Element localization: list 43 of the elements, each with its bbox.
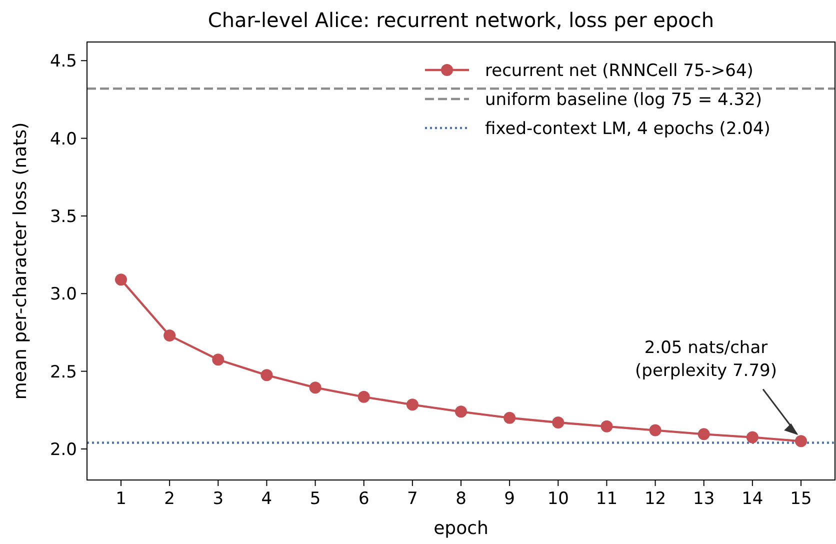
x-tick-label: 5 (310, 489, 321, 509)
y-tick-label: 2.5 (50, 362, 77, 382)
x-tick-label: 9 (504, 489, 515, 509)
x-tick-label: 14 (742, 489, 764, 509)
point (406, 398, 418, 411)
x-tick-label: 6 (358, 489, 370, 509)
point (552, 416, 564, 429)
legend-label: fixed-context LM, 4 epochs (2.04) (485, 119, 770, 139)
ref-line-label: uniform baseline (log 75 = 4.32) (485, 90, 762, 110)
y-tick-label: 4.5 (50, 52, 77, 72)
point (649, 424, 662, 436)
y-tick-label: 2.0 (50, 440, 77, 460)
x-tick-label: 8 (456, 489, 466, 509)
y-tick-label: 3.5 (50, 206, 77, 227)
x-tick-label: 12 (644, 489, 666, 509)
chart-title: Char-level Alice: recurrent network, loss per epoch (208, 8, 714, 32)
point (698, 428, 710, 440)
point (504, 412, 516, 424)
point (358, 390, 370, 403)
x-tick-label: 7 (407, 489, 418, 509)
point (212, 354, 224, 366)
legend-label: recurrent net (RNNCell 75->64) (485, 61, 754, 81)
point (746, 431, 758, 444)
point (309, 382, 322, 394)
x-tick-label: 10 (547, 489, 569, 509)
x-tick-label: 13 (693, 489, 715, 509)
x-tick-label: 4 (261, 489, 272, 509)
point (795, 435, 807, 448)
annotation: 2.05 nats/char (perplexity 7.79) (635, 338, 777, 382)
point (455, 406, 467, 418)
point (115, 274, 127, 286)
x-tick-label: 11 (596, 489, 618, 509)
point (260, 369, 273, 382)
x-tick-label: 1 (116, 489, 126, 509)
point (164, 330, 176, 342)
y-tick-label: 3.0 (50, 284, 77, 305)
x-tick-label: 15 (790, 489, 812, 509)
x-axis-title: epoch (434, 518, 488, 539)
x-tick-label: 3 (212, 489, 224, 509)
point (600, 420, 613, 432)
y-axis-title: mean per-character loss (nats) (10, 122, 31, 400)
y-tick-label: 4.0 (50, 129, 77, 150)
x-tick-label: 2 (164, 489, 175, 509)
